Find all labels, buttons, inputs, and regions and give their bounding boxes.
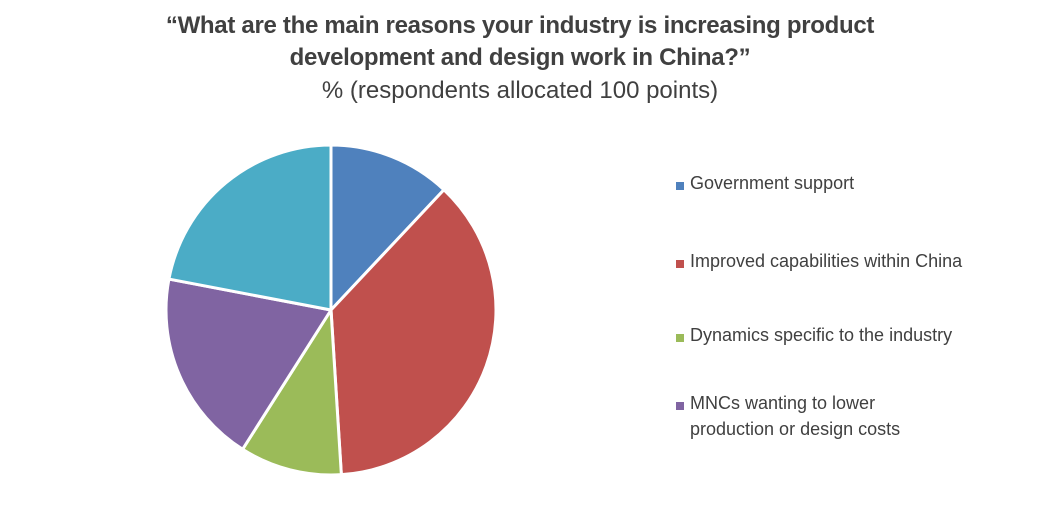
legend-swatch xyxy=(676,260,684,268)
chart-title: “What are the main reasons your industry… xyxy=(0,10,1040,108)
legend-label: Government support xyxy=(690,173,855,193)
chart-title-line-2: development and design work in China?” xyxy=(289,44,751,71)
pie-slice-government-support xyxy=(329,143,446,312)
pie-slice-dynamics-specific-to-the-industry xyxy=(241,308,343,477)
pie-slice-improved-capabilities-within-china xyxy=(329,188,498,477)
pie-slice-mncs-wanting-to-lower-production-or-design-costs xyxy=(164,277,333,451)
legend-swatch xyxy=(676,334,684,342)
legend-label: Dynamics specific to the industry xyxy=(690,325,953,345)
legend-label: MNCs wanting to lower production or desi… xyxy=(690,393,901,439)
chart-subtitle: % (respondents allocated 100 points) xyxy=(321,77,719,104)
legend-swatch xyxy=(676,182,684,190)
legend-label: Improved capabilities within China xyxy=(690,251,963,271)
chart-title-line-1: “What are the main reasons your industry… xyxy=(165,12,875,39)
legend-swatch xyxy=(676,402,684,410)
pie-slice-other xyxy=(167,143,333,312)
